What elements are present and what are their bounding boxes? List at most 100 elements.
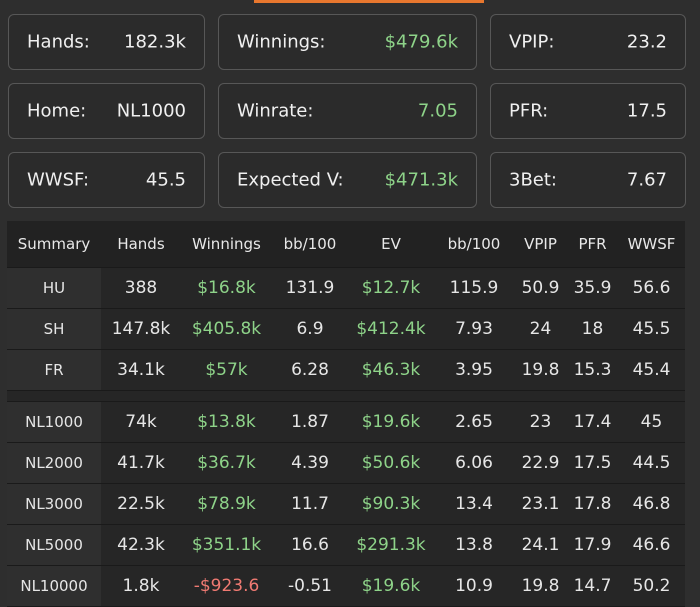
stat-value: 7.67 (626, 169, 667, 191)
table-cell: 17.4 (567, 401, 618, 443)
stat-value: $471.3k (384, 169, 458, 191)
column-header[interactable]: WWSF (618, 221, 685, 268)
stat-label: 3Bet: (509, 169, 557, 191)
table-row[interactable]: NL5000 42.3k $351.1k 16.6 $291.3k 13.8 24.1 17.… (7, 524, 685, 566)
table-cell: 1.87 (272, 401, 348, 443)
stat-value: 23.2 (626, 31, 667, 53)
table-cell: 6.9 (272, 308, 348, 350)
table-cell: 6.28 (272, 349, 348, 391)
table-cell: 11.7 (272, 483, 348, 525)
table-cell: 115.9 (434, 267, 514, 309)
table-cell: 16.6 (272, 524, 348, 566)
table-cell: 50.2 (618, 565, 685, 607)
table-cell: 13.8 (434, 524, 514, 566)
table-cell: $19.6k (348, 565, 434, 607)
table-cell: 22.5k (101, 483, 181, 525)
column-header[interactable]: PFR (567, 221, 618, 268)
stat-label: WWSF: (27, 169, 90, 191)
stat-card-hands: Hands: 182.3k (8, 14, 205, 70)
column-header[interactable]: EV (348, 221, 434, 268)
table-cell: 23 (514, 401, 567, 443)
row-label: SH (7, 308, 101, 350)
table-cell: 46.6 (618, 524, 685, 566)
table-cell: 17.8 (567, 483, 618, 525)
table-cell: 6.06 (434, 442, 514, 484)
stat-label: Expected V: (237, 169, 344, 191)
row-label: NL2000 (7, 442, 101, 484)
table-cell: $19.6k (348, 401, 434, 443)
table-cell: 13.4 (434, 483, 514, 525)
table-cell: $57k (181, 349, 272, 391)
stat-label: Winrate: (237, 100, 314, 122)
group-separator (7, 390, 685, 402)
column-header[interactable]: bb/100 (272, 221, 348, 268)
stat-value: $479.6k (384, 31, 458, 53)
table-cell: -$923.6 (181, 565, 272, 607)
table-cell: 18 (567, 308, 618, 350)
row-label: NL3000 (7, 483, 101, 525)
stat-label: Home: (27, 100, 87, 122)
table-cell: 23.1 (514, 483, 567, 525)
stat-card-vpip: VPIP: 23.2 (490, 14, 686, 70)
table-cell: 131.9 (272, 267, 348, 309)
row-label: NL5000 (7, 524, 101, 566)
table-cell: 15.3 (567, 349, 618, 391)
stat-card-pfr: PFR: 17.5 (490, 83, 686, 139)
column-header[interactable]: bb/100 (434, 221, 514, 268)
table-cell: 46.8 (618, 483, 685, 525)
table-cell: $291.3k (348, 524, 434, 566)
stat-value: NL1000 (116, 100, 186, 122)
table-cell: 19.8 (514, 565, 567, 607)
column-header[interactable]: Hands (101, 221, 181, 268)
stat-label: PFR: (509, 100, 549, 122)
table-cell: 22.9 (514, 442, 567, 484)
table-cell: 45 (618, 401, 685, 443)
table-cell: 44.5 (618, 442, 685, 484)
stat-card-wwsf: WWSF: 45.5 (8, 152, 205, 208)
row-label: NL1000 (7, 401, 101, 443)
stat-label: VPIP: (509, 31, 555, 53)
row-label: HU (7, 267, 101, 309)
table-cell: 1.8k (101, 565, 181, 607)
table-row[interactable]: NL10000 1.8k -$923.6 -0.51 $19.6k 10.9 19.8 14.… (7, 565, 685, 607)
active-tab-indicator (254, 0, 484, 3)
table-cell: 34.1k (101, 349, 181, 391)
stat-value: 17.5 (626, 100, 667, 122)
summary-table: Summary Hands Winnings bb/100 EV bb/100 … (7, 221, 685, 607)
table-cell: $50.6k (348, 442, 434, 484)
table-cell: $12.7k (348, 267, 434, 309)
table-cell: $405.8k (181, 308, 272, 350)
row-label: NL10000 (7, 565, 101, 607)
table-row[interactable]: NL2000 41.7k $36.7k 4.39 $50.6k 6.06 22.9 17.5 4… (7, 442, 685, 484)
table-row[interactable]: SH 147.8k $405.8k 6.9 $412.4k 7.93 24 18 45.5 (7, 308, 685, 350)
column-header[interactable]: VPIP (514, 221, 567, 268)
table-row[interactable]: HU 388 $16.8k 131.9 $12.7k 115.9 50.9 35.9 56.6 (7, 267, 685, 309)
column-header[interactable]: Winnings (181, 221, 272, 268)
column-header[interactable]: Summary (7, 221, 101, 268)
table-cell: $16.8k (181, 267, 272, 309)
table-cell: 4.39 (272, 442, 348, 484)
stat-label: Hands: (27, 31, 90, 53)
table-cell: $351.1k (181, 524, 272, 566)
stat-card-winnings: Winnings: $479.6k (218, 14, 477, 70)
table-cell: $90.3k (348, 483, 434, 525)
table-cell: $412.4k (348, 308, 434, 350)
table-cell: 74k (101, 401, 181, 443)
table-cell: 50.9 (514, 267, 567, 309)
stat-value: 182.3k (124, 31, 186, 53)
table-cell: 17.5 (567, 442, 618, 484)
table-header-row: Summary Hands Winnings bb/100 EV bb/100 … (7, 221, 685, 268)
table-cell: 45.5 (618, 308, 685, 350)
summary-table-container: Summary Hands Winnings bb/100 EV bb/100 … (7, 221, 685, 607)
table-row[interactable]: FR 34.1k $57k 6.28 $46.3k 3.95 19.8 15.3 45.4 (7, 349, 685, 391)
stat-card-expected-value: Expected V: $471.3k (218, 152, 477, 208)
table-cell: 35.9 (567, 267, 618, 309)
table-cell: 17.9 (567, 524, 618, 566)
table-cell: $36.7k (181, 442, 272, 484)
table-row[interactable]: NL3000 22.5k $78.9k 11.7 $90.3k 13.4 23.1 17.8 4… (7, 483, 685, 525)
stat-value: 45.5 (145, 169, 186, 191)
table-cell: 56.6 (618, 267, 685, 309)
table-row[interactable]: NL1000 74k $13.8k 1.87 $19.6k 2.65 23 17.4 45 (7, 401, 685, 443)
row-label: FR (7, 349, 101, 391)
table-cell: $13.8k (181, 401, 272, 443)
